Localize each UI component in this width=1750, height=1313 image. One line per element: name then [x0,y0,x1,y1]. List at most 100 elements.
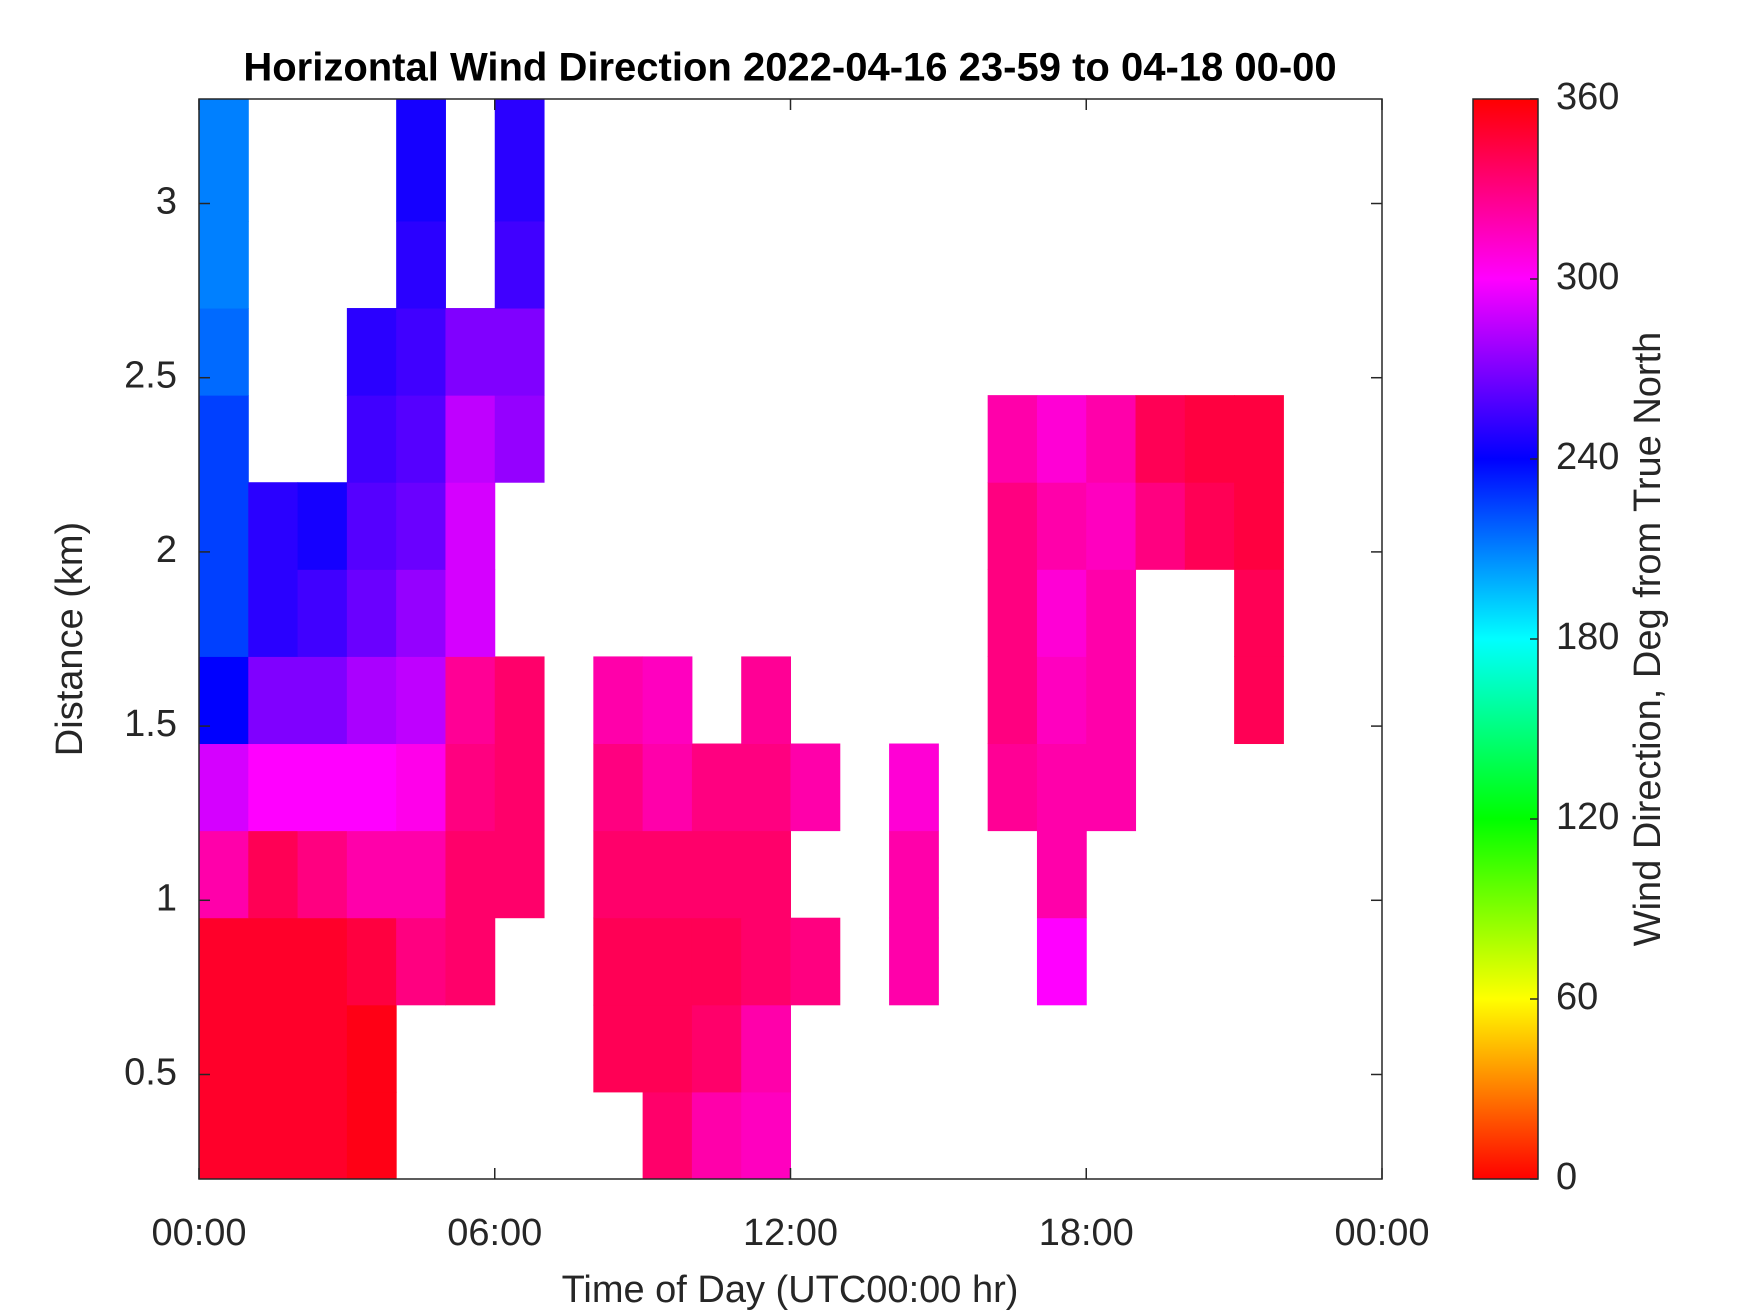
x-tick-label: 06:00 [447,1212,542,1254]
heatmap-cell [790,743,841,832]
heatmap-cell [494,99,545,222]
heatmap-cell [593,1004,644,1093]
heatmap-cell [445,395,496,483]
heatmap-cell [593,743,644,832]
heatmap-cell [741,917,791,1006]
heatmap-cell [396,656,446,745]
heatmap-cell [346,1004,397,1093]
colorbar-tick-label: 240 [1556,436,1619,478]
heatmap-cell [741,743,791,832]
heatmap-cell [248,482,299,570]
heatmap-cell [494,656,545,745]
y-tick-label: 0.5 [124,1052,177,1094]
heatmap-cell [396,220,446,309]
heatmap-cell [248,1004,299,1093]
heatmap-cell [1135,395,1186,483]
heatmap-cell [1086,482,1137,570]
heatmap-cell [790,917,841,1006]
heatmap-cell [199,308,249,396]
heatmap-cell [346,395,397,483]
heatmap-cell [248,656,299,745]
heatmap-cell [297,482,348,570]
y-tick-label: 2.5 [124,355,177,397]
heatmap-cell [346,830,397,919]
heatmap-cell [593,656,644,745]
heatmap-cell [987,395,1038,483]
heatmap-cell [1234,569,1284,657]
heatmap-cell [1086,395,1137,483]
y-tick-label: 1.5 [124,703,177,745]
heatmap-cell [346,1091,397,1180]
heatmap-cell [642,656,693,745]
x-tick-label: 00:00 [151,1212,246,1254]
heatmap-cell [642,830,693,919]
heatmap-cell [199,99,249,222]
heatmap-cell [1086,656,1137,745]
heatmap-cell [297,1004,348,1093]
heatmap-cell [691,1004,742,1093]
x-tick-label: 18:00 [1039,1212,1134,1254]
heatmap-cell [248,743,299,832]
heatmap-cell [1086,569,1137,657]
heatmap-cell [199,743,249,832]
x-tick-label: 12:00 [743,1212,838,1254]
heatmap-cell [396,482,446,570]
heatmap-cell [1036,395,1087,483]
heatmap-cell [494,395,545,483]
colorbar-tick-label: 180 [1556,616,1619,658]
heatmap-cell [494,743,545,832]
heatmap-cell [346,569,397,657]
heatmap-cell [987,482,1038,570]
heatmap-cell [642,1091,693,1180]
y-tick-label: 1 [156,877,177,919]
heatmap-cell [346,482,397,570]
heatmap-cell [396,917,446,1006]
colorbar-tick-label: 60 [1556,976,1598,1018]
heatmap-cell [248,917,299,1006]
x-tick-label: 00:00 [1334,1212,1429,1254]
heatmap-cell [987,656,1038,745]
heatmap-cell [396,743,446,832]
heatmap-cell [1036,830,1087,919]
heatmap-cell [741,1004,791,1093]
heatmap-cell [396,569,446,657]
heatmap-cell [642,743,693,832]
heatmap-cell [1234,395,1284,483]
heatmap-cell [396,395,446,483]
heatmap-cell [741,830,791,919]
heatmap-cell [889,743,939,832]
heatmap-cell [445,482,496,570]
x-axis-label: Time of Day (UTC00:00 hr) [562,1269,1019,1311]
heatmap-cell [593,830,644,919]
heatmap-cell [396,99,446,222]
heatmap-cell [987,743,1038,832]
heatmap-cell [346,917,397,1006]
heatmap-cell [199,917,249,1006]
heatmap-cell [494,220,545,309]
heatmap-cell [1234,482,1284,570]
heatmap-cell [445,656,496,745]
heatmap-cell [1184,482,1235,570]
heatmap-cell [593,917,644,1006]
colorbar-tick-label: 120 [1556,796,1619,838]
heatmap-cell [396,308,446,396]
colorbar-tick-label: 300 [1556,256,1619,298]
heatmap-cell [987,569,1038,657]
heatmap-cell [642,1004,693,1093]
heatmap-cell [1234,656,1284,745]
heatmap-cell [1036,482,1087,570]
heatmap-cell [1184,395,1235,483]
colorbar [1472,98,1539,1180]
heatmap-cell [1086,743,1137,832]
heatmap-cell [199,395,249,483]
heatmap-cell [199,482,249,570]
heatmap-cell [297,830,348,919]
heatmap-cell [248,1091,299,1180]
heatmap-cell [297,917,348,1006]
heatmap-cell [445,308,496,396]
y-tick-label: 3 [156,181,177,223]
heatmap-cell [741,656,791,745]
chart-title: Horizontal Wind Direction 2022-04-16 23-… [243,46,1336,90]
heatmap-cell [297,656,348,745]
